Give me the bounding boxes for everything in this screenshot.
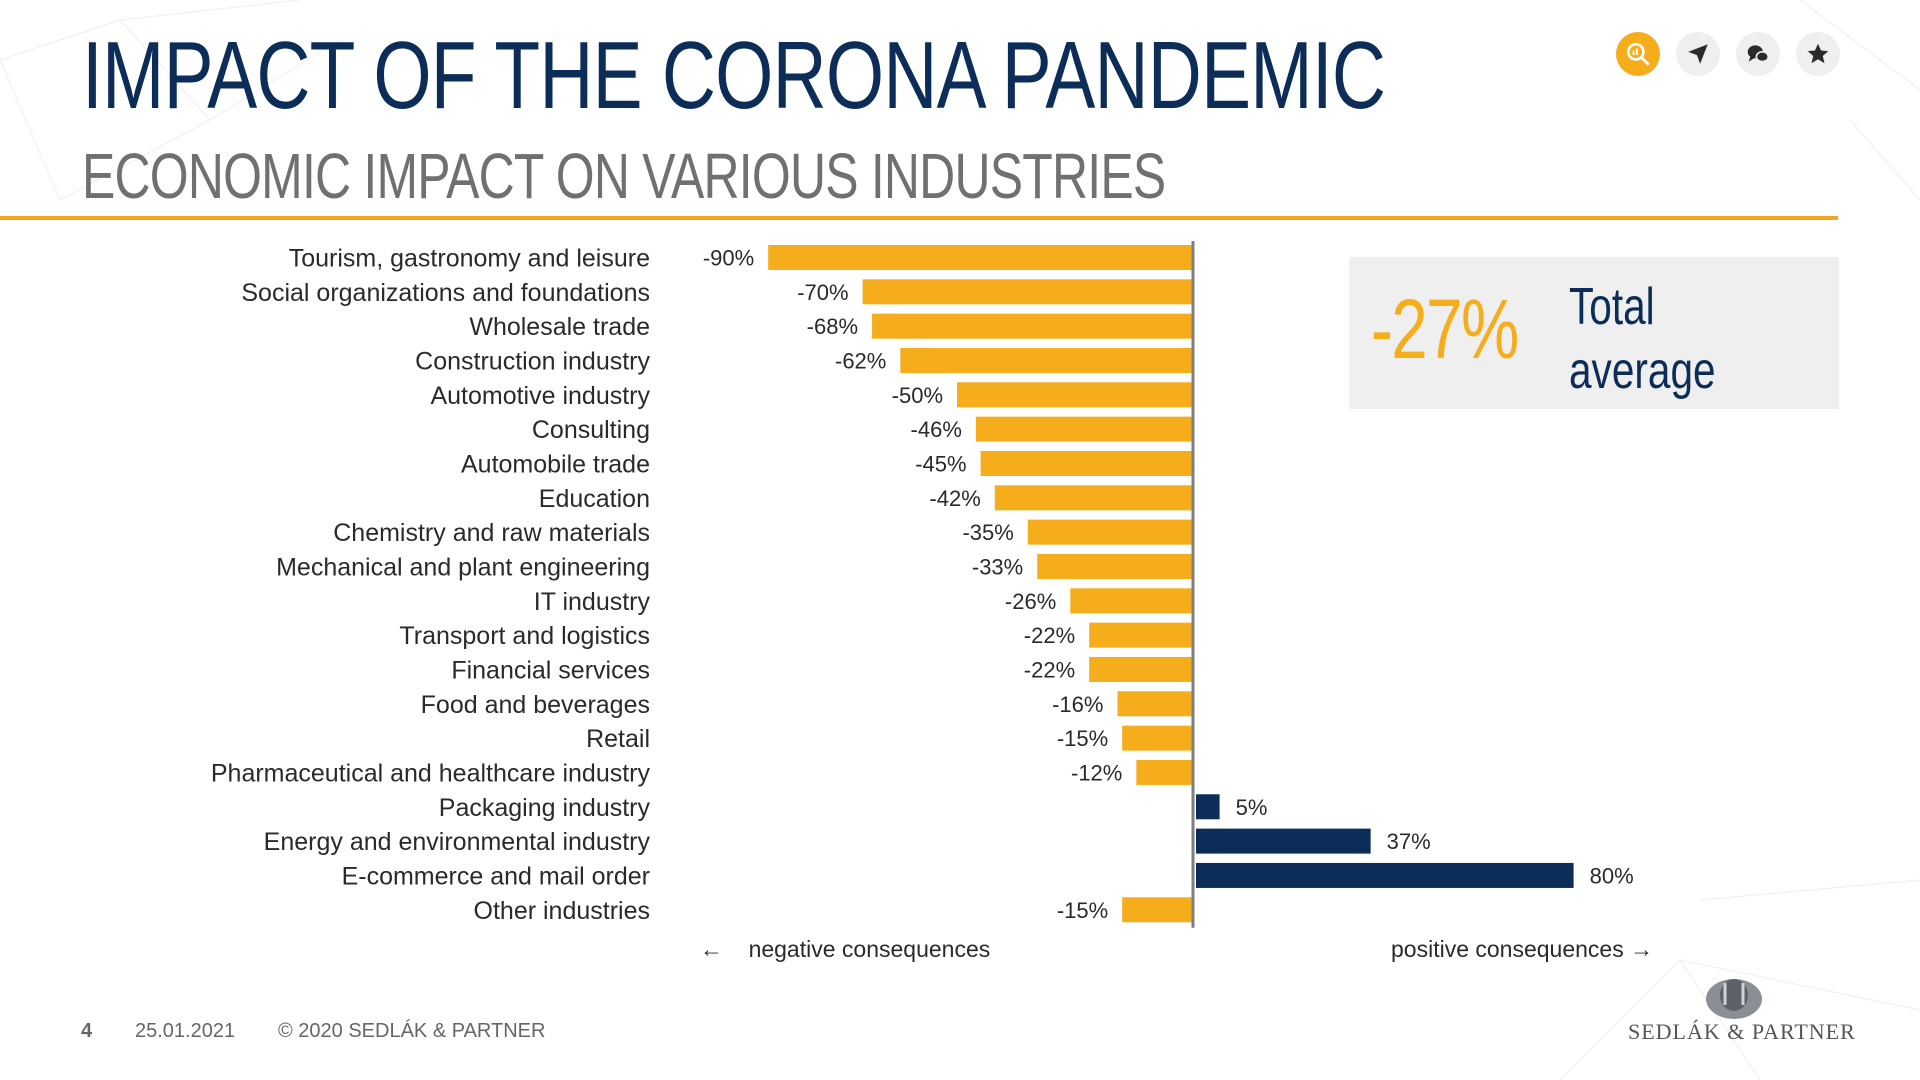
negative-consequences-label: ← negative consequences xyxy=(700,936,990,963)
bar xyxy=(1037,553,1193,579)
analytics-icon xyxy=(1626,42,1650,66)
category-label: Consulting xyxy=(532,416,650,444)
footer-copyright: © 2020 SEDLÁK & PARTNER xyxy=(278,1020,546,1042)
analytics-button[interactable] xyxy=(1616,32,1660,76)
bar xyxy=(1089,622,1193,648)
category-label: Automotive industry xyxy=(430,382,650,410)
data-label: -68% xyxy=(807,314,858,339)
bar xyxy=(1136,759,1193,785)
arrow-left-icon: ← xyxy=(700,936,723,962)
category-label: Mechanical and plant engineering xyxy=(276,553,650,581)
logo-emblem-icon xyxy=(1706,979,1762,1019)
category-label: Energy and environmental industry xyxy=(264,828,651,856)
page-subtitle: ECONOMIC IMPACT ON VARIOUS INDUSTRIES xyxy=(82,140,1166,212)
data-label: -70% xyxy=(797,280,848,305)
page-number: 4 xyxy=(81,1020,93,1042)
bar xyxy=(980,450,1193,476)
category-label: Social organizations and foundations xyxy=(241,279,650,307)
data-label: 80% xyxy=(1590,863,1634,888)
category-label: Other industries xyxy=(474,897,650,925)
bar xyxy=(1196,828,1371,854)
bar xyxy=(1117,691,1193,717)
chat-icon xyxy=(1747,45,1770,63)
category-label: Pharmaceutical and healthcare industry xyxy=(211,759,651,787)
data-label: -16% xyxy=(1052,692,1103,717)
bar xyxy=(1027,519,1193,545)
data-label: 37% xyxy=(1387,829,1431,854)
positive-consequences-label: positive consequences → xyxy=(1391,936,1653,963)
total-average-value: -27% xyxy=(1371,282,1519,376)
category-label: Packaging industry xyxy=(439,794,651,822)
data-label: -26% xyxy=(1005,589,1056,614)
category-label: Food and beverages xyxy=(421,691,650,719)
send-icon xyxy=(1688,44,1708,64)
data-label: -33% xyxy=(972,554,1023,579)
bar xyxy=(862,279,1193,305)
negative-consequences-text: negative consequences xyxy=(748,936,991,962)
category-label: E-commerce and mail order xyxy=(342,862,650,890)
data-label: -35% xyxy=(962,520,1013,545)
category-label: Retail xyxy=(586,725,650,753)
data-label: -62% xyxy=(835,348,886,373)
bar xyxy=(872,313,1193,339)
category-label: Tourism, gastronomy and leisure xyxy=(289,245,650,273)
category-label: Education xyxy=(539,485,650,513)
company-logo: SEDLÁK & PARTNER xyxy=(1628,975,1856,1045)
data-label: -22% xyxy=(1024,623,1075,648)
bar xyxy=(957,382,1193,408)
toolbar xyxy=(1616,32,1840,76)
total-average-box: -27% Total average xyxy=(1349,257,1839,409)
data-label: -90% xyxy=(703,246,754,271)
bar xyxy=(900,347,1193,373)
total-average-label: Total average xyxy=(1569,278,1716,400)
category-label: Transport and logistics xyxy=(399,622,650,650)
bar xyxy=(994,485,1193,511)
bar xyxy=(1196,794,1220,820)
data-label: -12% xyxy=(1071,760,1122,785)
bar xyxy=(1122,897,1193,923)
category-label: Chemistry and raw materials xyxy=(333,519,650,547)
category-label: IT industry xyxy=(534,588,651,616)
data-label: -42% xyxy=(929,486,980,511)
send-button[interactable] xyxy=(1676,32,1720,76)
logo-text: SEDLÁK & PARTNER xyxy=(1628,1019,1856,1044)
data-label: 5% xyxy=(1236,795,1268,820)
category-label: Automobile trade xyxy=(461,450,650,478)
data-label: -50% xyxy=(892,383,943,408)
data-label: -15% xyxy=(1057,726,1108,751)
page-title: IMPACT OF THE CORONA PANDEMIC xyxy=(82,22,1386,129)
data-label: -45% xyxy=(915,451,966,476)
category-label: Construction industry xyxy=(415,347,650,375)
bar xyxy=(975,416,1193,442)
star-icon xyxy=(1807,43,1829,64)
category-label: Wholesale trade xyxy=(469,313,650,341)
bar xyxy=(1089,656,1193,682)
data-label: -15% xyxy=(1057,898,1108,923)
data-label: -22% xyxy=(1024,657,1075,682)
chat-button[interactable] xyxy=(1736,32,1780,76)
data-label: -46% xyxy=(911,417,962,442)
title-underline xyxy=(0,216,1838,220)
bar xyxy=(1070,588,1193,614)
positive-consequences-text: positive consequences xyxy=(1391,936,1624,962)
category-label: Financial services xyxy=(451,656,650,684)
bar xyxy=(768,245,1193,270)
star-button[interactable] xyxy=(1796,32,1840,76)
bar xyxy=(1196,862,1574,888)
footer-date: 25.01.2021 xyxy=(135,1020,236,1042)
arrow-right-icon: → xyxy=(1630,936,1654,962)
bar xyxy=(1122,725,1193,751)
